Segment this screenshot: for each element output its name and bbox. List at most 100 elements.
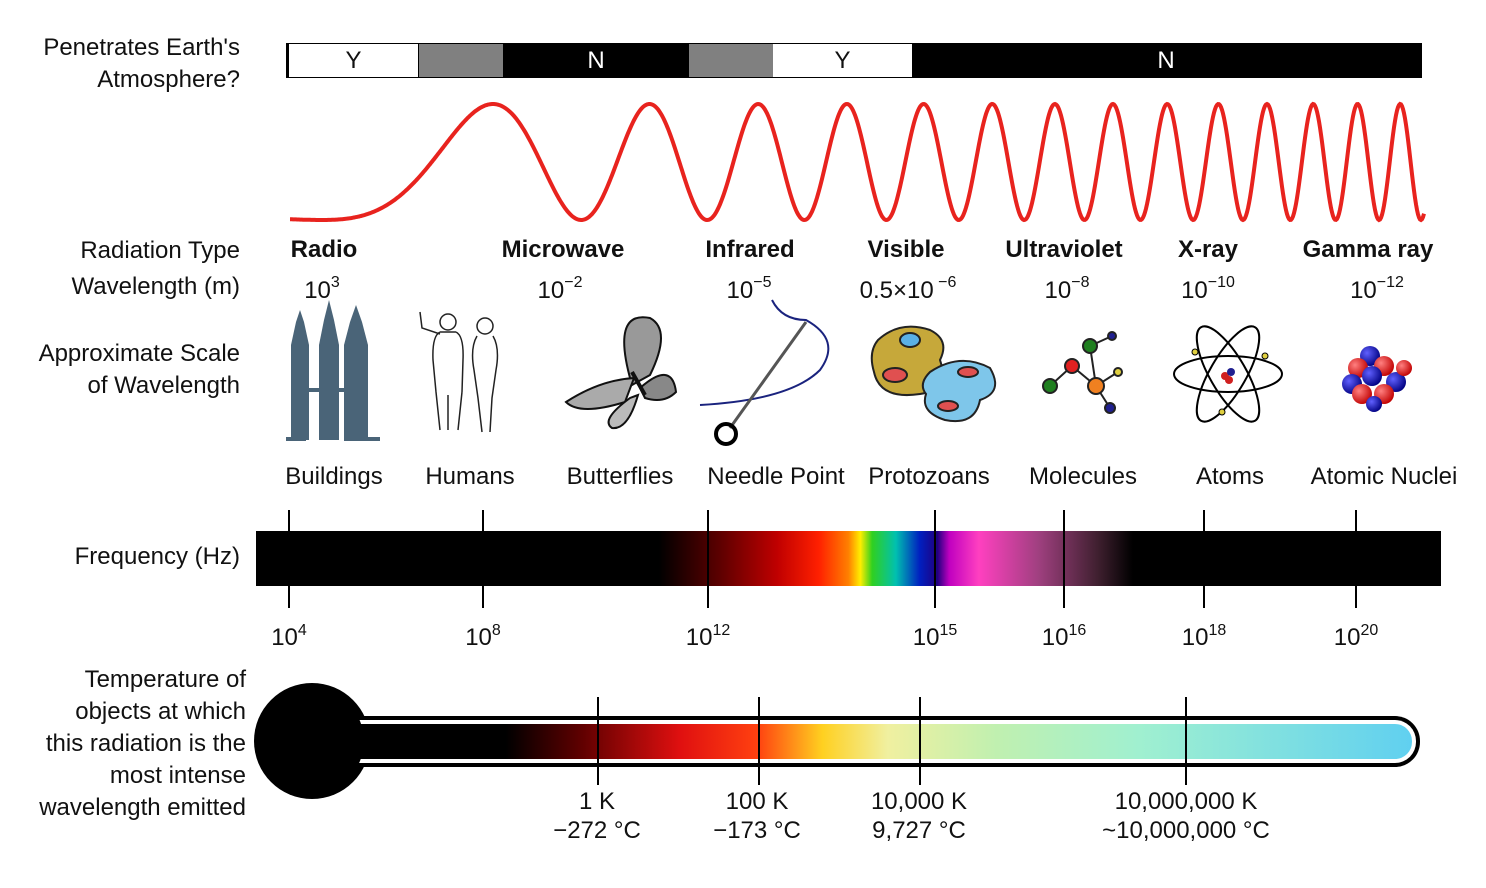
- atmosphere-segment: Y: [773, 44, 912, 77]
- atmosphere-segment-label: Y: [834, 46, 851, 74]
- scale-item-label: Molecules: [1028, 463, 1138, 490]
- wavelength-exponent: −5: [753, 274, 772, 291]
- scale-item-label: Buildings: [285, 463, 383, 490]
- temperature-tick-label: 10,000 K 9,727 °C: [804, 787, 1034, 845]
- frequency-tick-label: 108: [433, 622, 533, 652]
- butterfly-icon: [564, 316, 678, 430]
- temperature-label-line4: most intense: [109, 762, 246, 789]
- atmosphere-segment: N: [912, 44, 1420, 77]
- nucleus-icon: [1342, 346, 1412, 412]
- scale-item-label: Needle Point: [707, 463, 845, 490]
- atmosphere-segment-label: N: [587, 46, 605, 74]
- frequency-exponent: 15: [939, 622, 958, 639]
- radiation-name: Infrared: [705, 236, 795, 263]
- scale-label-line2: of Wavelength: [87, 372, 240, 399]
- scale-item-label: Butterflies: [566, 463, 674, 490]
- frequency-base: 10: [685, 624, 713, 651]
- temperature-celsius: 9,727 °C: [872, 817, 966, 844]
- wavelength-value: 10−8: [967, 274, 1167, 305]
- temperature-kelvin: 10,000,000 K: [1114, 788, 1258, 815]
- wavelength-exponent: −8: [1071, 274, 1090, 291]
- scale-item-label: Atomic Nuclei: [1310, 463, 1458, 490]
- frequency-ticks: [288, 510, 1357, 608]
- temperature-kelvin: 100 K: [725, 788, 789, 815]
- frequency-exponent: 12: [712, 622, 731, 639]
- atmosphere-segment: N: [503, 44, 689, 77]
- wavelength-value: 103: [222, 274, 422, 305]
- frequency-base: 10: [1041, 624, 1069, 651]
- temperature-celsius: −272 °C: [553, 817, 641, 844]
- wavelength-base: 10: [726, 277, 754, 304]
- wavelength-base: 0.5×10: [859, 277, 934, 304]
- wavelength-value: 10−2: [460, 274, 660, 305]
- temperature-tick-label: 10,000,000 K ~10,000,000 °C: [1071, 787, 1301, 845]
- radiation-name: X-ray: [1177, 236, 1239, 263]
- wavelength-value: 10−5: [649, 274, 849, 305]
- wavelength-exponent: −6: [933, 274, 957, 291]
- frequency-tick-label: 1016: [1014, 622, 1114, 652]
- buildings-icon: [286, 300, 380, 441]
- atmosphere-segment-label: N: [1157, 46, 1175, 74]
- wavelength-exponent: −10: [1207, 274, 1235, 291]
- frequency-exponent: 18: [1208, 622, 1227, 639]
- frequency-tick-label: 104: [239, 622, 339, 652]
- radiation-type-label: Radiation Type: [80, 237, 240, 264]
- frequency-bar: [256, 531, 1441, 586]
- scale-item-label: Atoms: [1195, 463, 1264, 490]
- radiation-name: Visible: [867, 236, 945, 263]
- scale-label: Approximate Scale of Wavelength: [39, 338, 240, 402]
- atmosphere-label: Penetrates Earth's Atmosphere?: [43, 32, 240, 96]
- frequency-tick-label: 1012: [658, 622, 758, 652]
- wavelength-exponent: −12: [1376, 274, 1404, 291]
- radiation-name: Gamma ray: [1302, 236, 1434, 263]
- atmosphere-segment: Y: [289, 44, 418, 77]
- atmosphere-segment: [419, 44, 503, 77]
- needle-icon: [699, 299, 830, 446]
- wavelength-base: 10: [304, 277, 331, 304]
- wavelength-label: Wavelength (m): [71, 273, 241, 300]
- scale-label-line1: Approximate Scale: [38, 340, 240, 367]
- frequency-label: Frequency (Hz): [74, 543, 240, 570]
- humans-icon: [419, 311, 499, 433]
- frequency-exponent: 20: [1360, 622, 1379, 639]
- molecule-icon: [1042, 331, 1123, 414]
- frequency-exponent: 4: [297, 622, 307, 639]
- atmosphere-segment-label: Y: [345, 46, 362, 74]
- scale-item-label: Humans: [425, 463, 515, 490]
- temperature-tick-label: 1 K −272 °C: [482, 787, 712, 845]
- frequency-base: 10: [271, 624, 298, 651]
- frequency-base: 10: [465, 624, 492, 651]
- wavelength-base: 10: [537, 277, 565, 304]
- wavelength-value: 0.5×10 −6: [808, 274, 1008, 305]
- radiation-name: Microwave: [501, 236, 625, 263]
- temperature-label-line5: wavelength emitted: [39, 794, 246, 821]
- thermometer: [254, 683, 1420, 799]
- atom-icon: [1173, 325, 1283, 423]
- frequency-base: 10: [1181, 624, 1209, 651]
- protozoan-icon: [870, 325, 997, 422]
- frequency-base: 10: [912, 624, 940, 651]
- frequency-tick-label: 1015: [885, 622, 985, 652]
- temperature-kelvin: 1 K: [578, 788, 616, 815]
- radiation-name: Radio: [290, 236, 358, 263]
- frequency-exponent: 16: [1068, 622, 1087, 639]
- temperature-tick-label: 100 K −173 °C: [642, 787, 872, 845]
- wavelength-base: 10: [1044, 277, 1072, 304]
- wave-line: [290, 101, 1426, 223]
- scale-item-label: Protozoans: [868, 463, 990, 490]
- temperature-celsius: −173 °C: [713, 817, 801, 844]
- radiation-name: Ultraviolet: [1005, 236, 1123, 263]
- wavelength-base: 10: [1181, 277, 1208, 304]
- wavelength-value: 10−10: [1108, 274, 1308, 305]
- frequency-tick-label: 1020: [1306, 622, 1406, 652]
- wavelength-exponent: −2: [564, 274, 583, 291]
- atmosphere-segment: [689, 44, 773, 77]
- atmosphere-label-line1: Penetrates Earth's: [43, 34, 240, 61]
- temperature-label-line2: objects at which: [75, 698, 246, 725]
- temperature-celsius: ~10,000,000 °C: [1102, 817, 1270, 844]
- wavelength-exponent: 3: [330, 274, 340, 291]
- temperature-label-line3: this radiation is the: [45, 730, 246, 757]
- frequency-exponent: 8: [491, 622, 501, 639]
- temperature-kelvin: 10,000 K: [870, 788, 968, 815]
